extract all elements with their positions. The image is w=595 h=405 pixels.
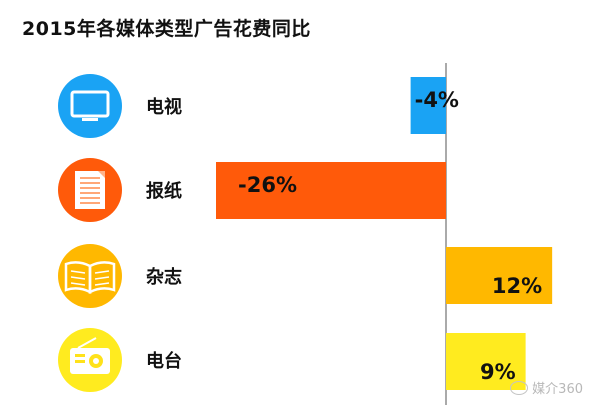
category-label: 报纸 — [146, 180, 182, 202]
bar-1 — [410, 77, 446, 134]
book-icon — [58, 244, 122, 308]
category-label: 电视 — [146, 96, 182, 118]
category-label: 电台 — [146, 350, 182, 372]
watermark-text: 媒介360 — [532, 382, 583, 397]
value-label: -4% — [415, 88, 459, 112]
value-label: 12% — [492, 274, 542, 298]
bar-3 — [446, 247, 553, 304]
wechat-icon — [510, 380, 529, 395]
chart-title: 2015年各媒体类型广告花费同比 — [22, 18, 311, 40]
bar-4 — [446, 333, 526, 390]
tv-icon — [58, 74, 122, 138]
watermark: 媒介360 — [510, 378, 583, 397]
newspaper-icon — [58, 158, 122, 222]
category-label: 杂志 — [146, 266, 182, 288]
bar-2 — [216, 162, 446, 219]
value-label: 9% — [480, 360, 516, 384]
value-label: -26% — [238, 173, 297, 197]
radio-icon — [58, 328, 122, 392]
